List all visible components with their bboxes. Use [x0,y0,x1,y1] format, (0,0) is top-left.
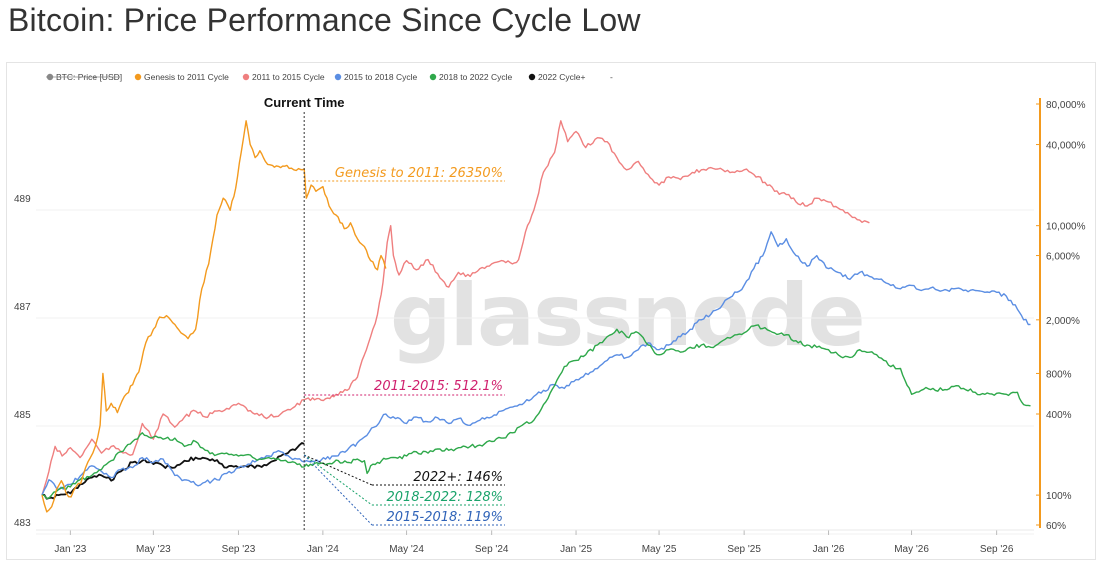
page-title: Bitcoin: Price Performance Since Cycle L… [8,2,641,38]
x-tick: May '26 [894,544,929,555]
annotation-4: 2015-2018: 119% [303,454,505,526]
x-tick: Sep '24 [475,544,509,555]
chart-frame [6,62,1096,560]
annotation-label: 2022+: 146% [413,470,503,485]
legend-swatch [429,73,437,81]
x-tick: May '23 [136,544,171,555]
legend: BTC: Price [USD] Genesis to 2011 Cycle 201… [46,72,613,82]
legend-item-2[interactable]: 2011 to 2015 Cycle [242,72,325,82]
y-left-tick: 483 [14,518,31,529]
legend-label: 2018 to 2022 Cycle [439,72,513,82]
x-tick: Sep '23 [222,544,256,555]
series-line-2011-to-2015-cycle [41,120,870,496]
annotation-leader [303,454,373,526]
y-left-tick: 485 [14,410,31,421]
watermark-logo: glassnode [390,266,864,366]
y-axis-right: 80,000% 40,000% 10,000% 6,000% 2,000% 800% 400… [1036,98,1086,532]
y-left-tick: 487 [14,302,31,313]
legend-label: 2022 Cycle+ [538,72,586,82]
annotation-label: 2018-2022: 128% [386,490,503,505]
legend-item-3[interactable]: 2015 to 2018 Cycle [334,72,418,82]
y-right-tick: 400% [1046,410,1072,421]
current-time-label: Current Time [264,95,345,110]
legend-item-4[interactable]: 2018 to 2022 Cycle [429,72,513,82]
legend-label: 2011 to 2015 Cycle [252,72,325,82]
x-tick: May '24 [389,544,424,555]
annotation-0: Genesis to 2011: 26350% [304,166,505,182]
series-line-2022-cycle- [41,442,305,500]
series-line-2018-to-2022-cycle [41,324,1031,500]
legend-swatch [242,73,250,81]
x-tick: Sep '26 [980,544,1014,555]
annotation-label: 2015-2018: 119% [386,510,503,525]
annotation-2: 2022+: 146% [303,454,505,486]
x-tick: Jan '23 [54,544,86,555]
legend-label: 2015 to 2018 Cycle [344,72,418,82]
legend-label: - [610,72,613,82]
annotation-3: 2018-2022: 128% [303,454,505,506]
y-right-tick: 2,000% [1046,316,1080,327]
y-left-tick: 489 [14,194,31,205]
y-right-tick: 40,000% [1046,141,1086,152]
annotation-1: 2011-2015: 512.1% [304,379,505,396]
x-tick: Jan '24 [307,544,339,555]
series-line-2015-to-2018-cycle [41,231,1031,496]
x-tick: Jan '25 [560,544,592,555]
legend-swatch [528,73,536,81]
annotation-label: Genesis to 2011: 26350% [335,166,503,181]
annotation-leader [303,454,373,486]
y-right-tick: 6,000% [1046,252,1080,263]
y-right-tick: 100% [1046,491,1072,502]
annotations: Genesis to 2011: 26350% 2011-2015: 512.1%… [303,166,505,526]
legend-item-6[interactable]: - [610,72,613,82]
y-axis-left: 489 487 485 483 [14,194,31,529]
x-axis: Jan '23 May '23 Sep '23 Jan '24 May '24 Sep '… [36,529,1034,555]
current-time-marker: Current Time [264,95,345,530]
x-tick: Sep '25 [727,544,761,555]
annotation-label: 2011-2015: 512.1% [374,379,503,394]
x-tick: May '25 [642,544,677,555]
legend-swatch [134,73,142,81]
legend-swatch [334,73,342,81]
legend-label: Genesis to 2011 Cycle [144,72,229,82]
gridlines [36,209,1034,535]
y-right-tick: 800% [1046,369,1072,380]
legend-item-5[interactable]: 2022 Cycle+ [528,72,586,82]
x-tick: Jan '26 [813,544,845,555]
series-line-genesis-to-2011-cycle [41,120,387,513]
legend-item-0[interactable]: BTC: Price [USD] [46,72,122,82]
y-right-tick: 60% [1046,521,1066,532]
y-right-tick: 10,000% [1046,222,1086,233]
series-lines [41,120,1031,513]
y-right-tick: 80,000% [1046,100,1086,111]
legend-item-1[interactable]: Genesis to 2011 Cycle [134,72,229,82]
